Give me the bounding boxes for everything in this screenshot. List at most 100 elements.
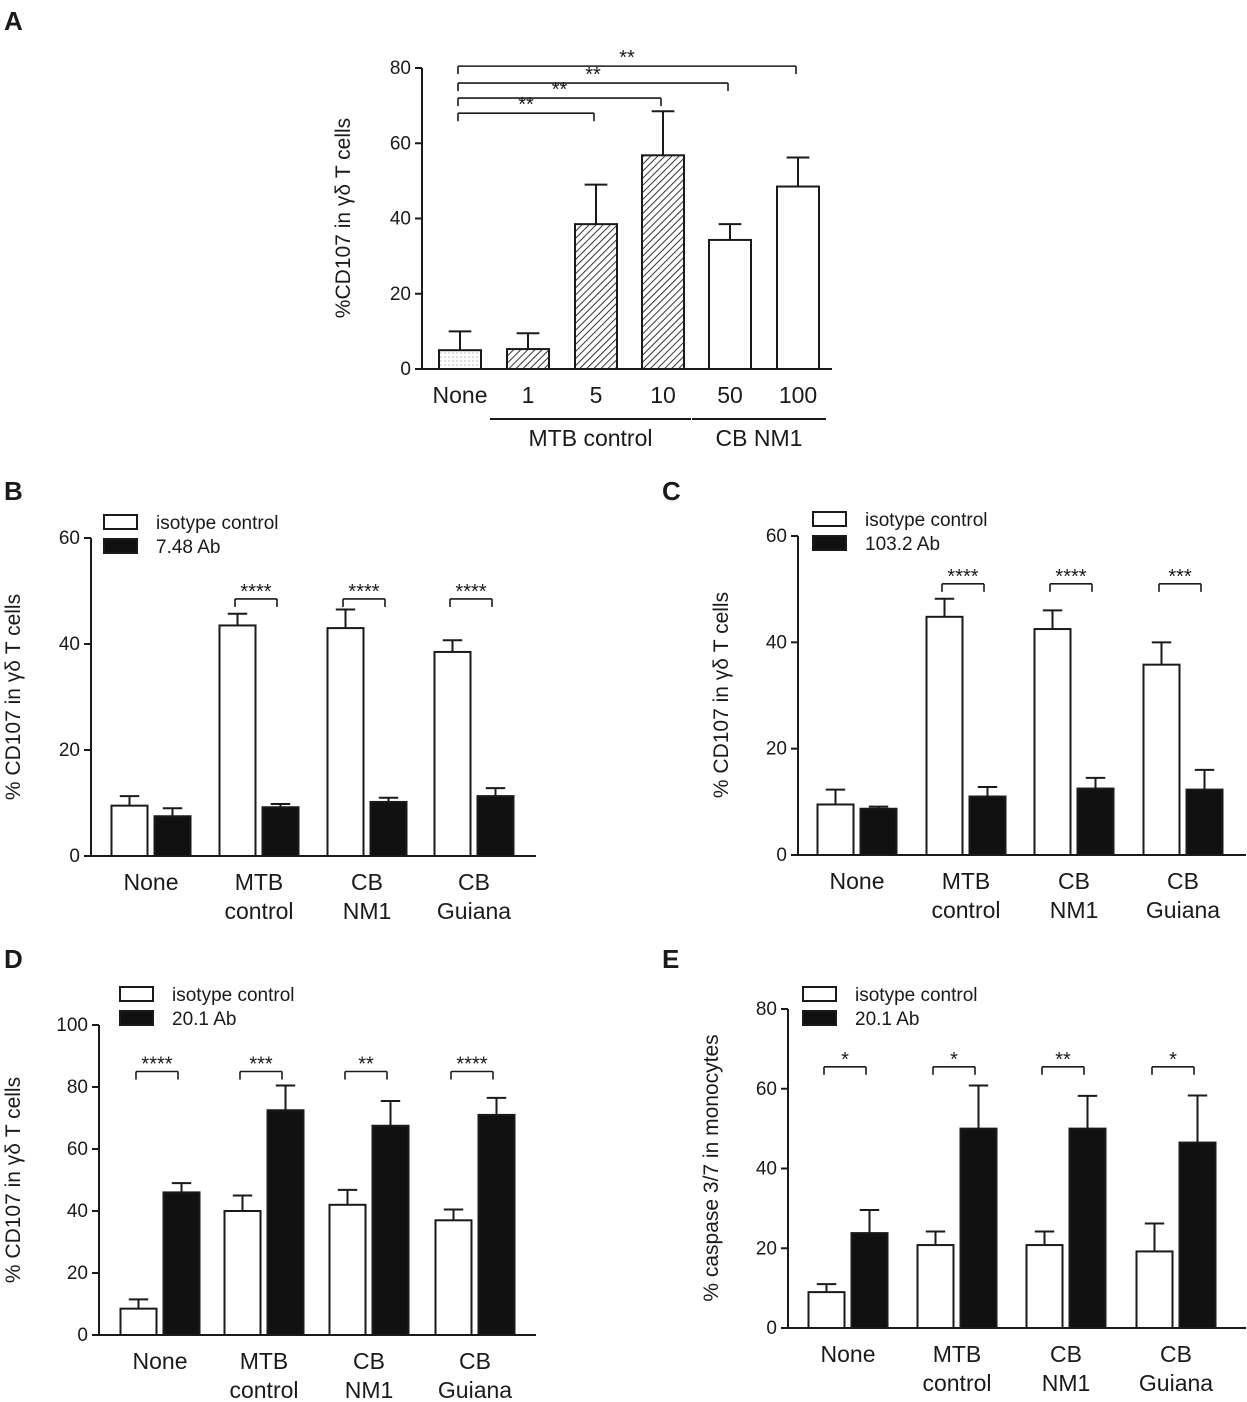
panel-b-x-tick-label: control	[224, 898, 293, 924]
panel-d-legend-label: 20.1 Ab	[172, 1009, 236, 1030]
panel-c-y-axis-label: % CD107 in γδ T cells	[710, 592, 733, 798]
panel-d-bar-isotype	[434, 1219, 473, 1337]
panel-c-legend-swatch	[812, 511, 847, 527]
panel-a-x-tick-label: 1	[522, 382, 535, 408]
panel-d-bar-antibody	[371, 1124, 410, 1336]
panel-a-group-label: CB NM1	[716, 425, 803, 451]
panel-a-x-tick-label: None	[433, 382, 488, 408]
panel-b-x-tick-label: None	[124, 869, 179, 895]
panel-c-legend-label: isotype control	[865, 510, 988, 531]
panel-a-bar	[506, 348, 550, 370]
panel-d-x-tick-label: CB	[353, 1348, 385, 1374]
panel-d-legend: isotype control 20.1 Ab	[119, 985, 295, 1030]
panel-b-x-tick-label: CB	[458, 869, 490, 895]
panel-a-y-tick-label: 40	[390, 209, 411, 230]
panel-e-x-tick-label: CB	[1160, 1341, 1192, 1367]
panel-c-bar-isotype	[925, 615, 964, 857]
panel-a-x-tick-label: 50	[717, 382, 743, 408]
panel-d-x-tick-label: NM1	[345, 1377, 394, 1402]
panel-a-y-tick-label: 20	[390, 284, 411, 305]
panel-c-y-tick-label: 0	[776, 845, 787, 866]
panel-c-x-tick-label: MTB	[942, 868, 991, 894]
panel-d-y-tick-label: 20	[67, 1263, 88, 1284]
panel-e-y-axis-label: % caspase 3/7 in monocytes	[700, 1034, 723, 1301]
panel-d-y-tick-label: 0	[77, 1325, 88, 1346]
panel-a-x-tick-label: 5	[590, 382, 603, 408]
panel-e-sig-stars: *	[1169, 1049, 1177, 1071]
panel-e-legend-label: isotype control	[855, 985, 978, 1006]
panel-d-legend-swatch	[119, 1010, 154, 1026]
panel-c-chart: 0 20 40 60 % CD107 in γδ T cells None MTB contr…	[710, 510, 1246, 923]
panel-e-x-tick-label: control	[922, 1370, 991, 1396]
panel-a-y-tick-label: 80	[390, 58, 411, 79]
panel-d-chart: 0 20 40 60 80 100 % CD107 in γδ T cells None MTB…	[2, 985, 536, 1402]
panel-e-bar-antibody	[850, 1232, 889, 1330]
panel-c-bar-antibody	[968, 795, 1007, 856]
panel-d-legend-label: isotype control	[172, 985, 295, 1006]
panel-c-bar-isotype	[1033, 628, 1072, 857]
panel-d-x-tick-label: None	[133, 1348, 188, 1374]
panel-d-y-axis-label: % CD107 in γδ T cells	[2, 1077, 25, 1283]
panel-c-bar-antibody	[859, 807, 898, 856]
panel-b-y-tick-label: 60	[59, 528, 80, 549]
panel-e-legend-swatch	[802, 986, 837, 1002]
panel-e-y-tick-label: 60	[756, 1079, 777, 1100]
panel-e-y-tick-label: 0	[766, 1318, 777, 1339]
panel-e-x-tick-label: Guiana	[1139, 1370, 1213, 1396]
panel-d-x-tick-label: Guiana	[438, 1377, 512, 1402]
panel-c-y-tick-label: 40	[766, 632, 787, 653]
panel-b-x-tick-label: NM1	[343, 898, 392, 924]
panel-b-legend: isotype control 7.48 Ab	[103, 513, 279, 558]
panel-d-sig-stars: ****	[141, 1054, 172, 1076]
panel-e-bar-isotype	[807, 1291, 846, 1330]
panel-label-d: D	[4, 944, 23, 974]
panel-e-legend-label: 20.1 Ab	[855, 1009, 919, 1030]
panel-a-sig-stars: **	[619, 47, 635, 69]
panel-b-y-tick-label: 0	[69, 846, 80, 867]
panel-d-x-tick-label: MTB	[240, 1348, 289, 1374]
panel-b-bar-isotype	[326, 627, 365, 857]
panel-e-x-tick-label: None	[821, 1341, 876, 1367]
panel-b-chart: 0 20 40 60 % CD107 in γδ T cells None MTB contr…	[2, 513, 536, 924]
panel-a-sig-stars: **	[552, 79, 568, 101]
panel-b-legend-label: isotype control	[156, 513, 279, 534]
panel-e-sig-stars: **	[1055, 1049, 1071, 1071]
panel-e-bar-antibody	[1178, 1141, 1217, 1330]
panel-d-bar-antibody	[477, 1113, 516, 1337]
panel-a-x-tick-label: 10	[650, 382, 676, 408]
panel-d-bar-antibody	[266, 1109, 305, 1336]
panel-b-bar-isotype	[218, 624, 257, 858]
panel-d-x-tick-label: CB	[459, 1348, 491, 1374]
panel-c-bar-isotype	[1142, 663, 1181, 856]
panel-label-c: C	[662, 476, 681, 506]
panel-b-bar-isotype	[433, 650, 472, 858]
panel-b-y-tick-label: 40	[59, 634, 80, 655]
panel-e-x-tick-label: MTB	[933, 1341, 982, 1367]
panel-e-bar-isotype	[1025, 1244, 1064, 1330]
panel-d-sig-stars: ****	[456, 1054, 487, 1076]
panel-b-legend-label: 7.48 Ab	[156, 537, 220, 558]
panel-b-legend-swatch	[103, 538, 138, 554]
panel-a-y-axis-label: %CD107 in γδ T cells	[332, 118, 355, 318]
panel-d-y-tick-label: 80	[67, 1077, 88, 1098]
panel-a-bar	[708, 238, 752, 370]
panel-b-sig-stars: ****	[240, 581, 271, 603]
panel-e-y-tick-label: 20	[756, 1238, 777, 1259]
panel-e-bar-antibody	[959, 1127, 998, 1329]
panel-c-y-tick-label: 20	[766, 739, 787, 760]
panel-d-bar-isotype	[119, 1307, 158, 1337]
panel-a-chart: 0 20 40 60 80 %CD107 in γδ T cells None 1 5 10 50 1…	[332, 47, 832, 451]
panel-a-sig-stars: **	[518, 94, 534, 116]
panel-d-bar-antibody	[162, 1191, 201, 1337]
panel-e-sig-stars: *	[950, 1049, 958, 1071]
panel-b-bar-antibody	[153, 815, 192, 857]
panel-d-y-tick-label: 100	[56, 1015, 88, 1036]
panel-b-x-tick-label: MTB	[235, 869, 284, 895]
panel-b-x-tick-label: Guiana	[437, 898, 511, 924]
panel-c-bar-antibody	[1185, 788, 1224, 856]
panel-c-sig-stars: ****	[947, 566, 978, 588]
panel-a-group-label: MTB control	[529, 425, 653, 451]
panel-d-bar-isotype	[328, 1203, 367, 1337]
panel-d-legend-swatch	[119, 986, 154, 1002]
panel-e-bar-antibody	[1068, 1127, 1107, 1329]
